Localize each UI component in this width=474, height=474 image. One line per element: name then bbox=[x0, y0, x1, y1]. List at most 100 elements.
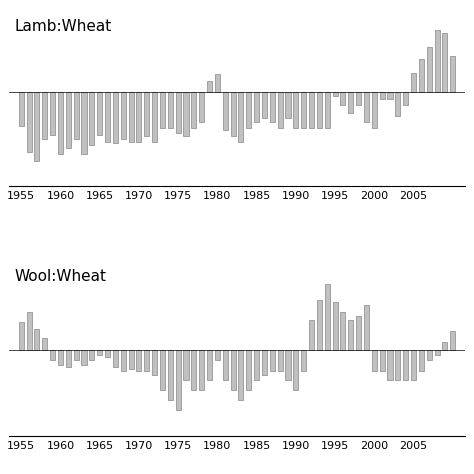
Bar bbox=[380, 350, 385, 371]
Bar bbox=[121, 91, 126, 139]
Bar bbox=[372, 350, 377, 371]
Bar bbox=[27, 311, 32, 350]
Bar bbox=[262, 91, 267, 118]
Bar bbox=[333, 91, 337, 96]
Bar bbox=[325, 284, 330, 350]
Bar bbox=[309, 320, 314, 350]
Bar bbox=[58, 91, 63, 154]
Bar bbox=[199, 91, 204, 122]
Bar bbox=[270, 91, 275, 122]
Bar bbox=[403, 91, 408, 105]
Bar bbox=[175, 91, 181, 133]
Bar bbox=[356, 316, 361, 350]
Bar bbox=[395, 91, 401, 116]
Bar bbox=[66, 350, 71, 366]
Bar bbox=[97, 350, 102, 356]
Bar bbox=[27, 91, 32, 152]
Bar bbox=[168, 91, 173, 128]
Bar bbox=[73, 350, 79, 360]
Bar bbox=[238, 91, 244, 142]
Bar bbox=[42, 91, 47, 139]
Bar bbox=[121, 350, 126, 371]
Bar bbox=[254, 350, 259, 380]
Bar bbox=[160, 91, 165, 128]
Bar bbox=[301, 91, 306, 128]
Bar bbox=[42, 338, 47, 350]
Bar bbox=[387, 91, 392, 99]
Bar bbox=[301, 350, 306, 371]
Bar bbox=[207, 82, 212, 91]
Bar bbox=[175, 350, 181, 410]
Bar bbox=[427, 350, 432, 360]
Bar bbox=[160, 350, 165, 390]
Bar bbox=[215, 74, 220, 91]
Bar bbox=[199, 350, 204, 390]
Bar bbox=[50, 350, 55, 360]
Bar bbox=[191, 91, 196, 128]
Bar bbox=[262, 350, 267, 375]
Bar bbox=[348, 320, 353, 350]
Bar bbox=[246, 91, 251, 128]
Bar bbox=[403, 350, 408, 380]
Bar bbox=[82, 350, 87, 365]
Bar bbox=[82, 91, 87, 154]
Bar bbox=[238, 350, 244, 400]
Bar bbox=[278, 350, 283, 371]
Bar bbox=[230, 350, 236, 390]
Bar bbox=[137, 350, 141, 371]
Bar bbox=[183, 91, 189, 137]
Bar bbox=[348, 91, 353, 113]
Bar bbox=[18, 322, 24, 350]
Bar bbox=[435, 350, 439, 356]
Bar bbox=[223, 350, 228, 380]
Bar bbox=[73, 91, 79, 139]
Bar bbox=[58, 350, 63, 365]
Bar bbox=[97, 91, 102, 135]
Bar bbox=[89, 91, 94, 145]
Bar bbox=[364, 91, 369, 122]
Bar bbox=[191, 350, 196, 390]
Bar bbox=[450, 331, 456, 350]
Bar bbox=[105, 350, 110, 356]
Bar bbox=[356, 91, 361, 105]
Bar bbox=[317, 301, 322, 350]
Bar bbox=[450, 55, 456, 91]
Bar bbox=[411, 73, 416, 91]
Bar bbox=[35, 91, 39, 161]
Bar bbox=[113, 350, 118, 366]
Bar bbox=[317, 91, 322, 128]
Bar bbox=[128, 91, 134, 142]
Bar bbox=[144, 91, 149, 137]
Bar bbox=[293, 91, 299, 128]
Bar bbox=[66, 91, 71, 148]
Bar bbox=[333, 302, 337, 350]
Bar bbox=[18, 91, 24, 126]
Bar bbox=[168, 350, 173, 400]
Text: Lamb:Wheat: Lamb:Wheat bbox=[14, 19, 111, 35]
Bar bbox=[340, 311, 346, 350]
Bar bbox=[246, 350, 251, 390]
Bar bbox=[50, 91, 55, 135]
Bar bbox=[35, 329, 39, 350]
Bar bbox=[442, 33, 447, 91]
Bar bbox=[105, 91, 110, 142]
Bar bbox=[152, 91, 157, 142]
Bar bbox=[285, 91, 291, 118]
Bar bbox=[113, 91, 118, 143]
Bar bbox=[293, 350, 299, 390]
Bar bbox=[411, 350, 416, 380]
Bar bbox=[419, 350, 424, 371]
Bar bbox=[285, 350, 291, 380]
Bar bbox=[364, 305, 369, 350]
Bar bbox=[395, 350, 401, 380]
Bar bbox=[309, 91, 314, 128]
Bar bbox=[435, 30, 439, 91]
Bar bbox=[270, 350, 275, 371]
Bar bbox=[207, 350, 212, 380]
Bar bbox=[442, 342, 447, 350]
Bar bbox=[89, 350, 94, 360]
Bar bbox=[144, 350, 149, 371]
Bar bbox=[254, 91, 259, 122]
Bar bbox=[230, 91, 236, 137]
Bar bbox=[427, 47, 432, 91]
